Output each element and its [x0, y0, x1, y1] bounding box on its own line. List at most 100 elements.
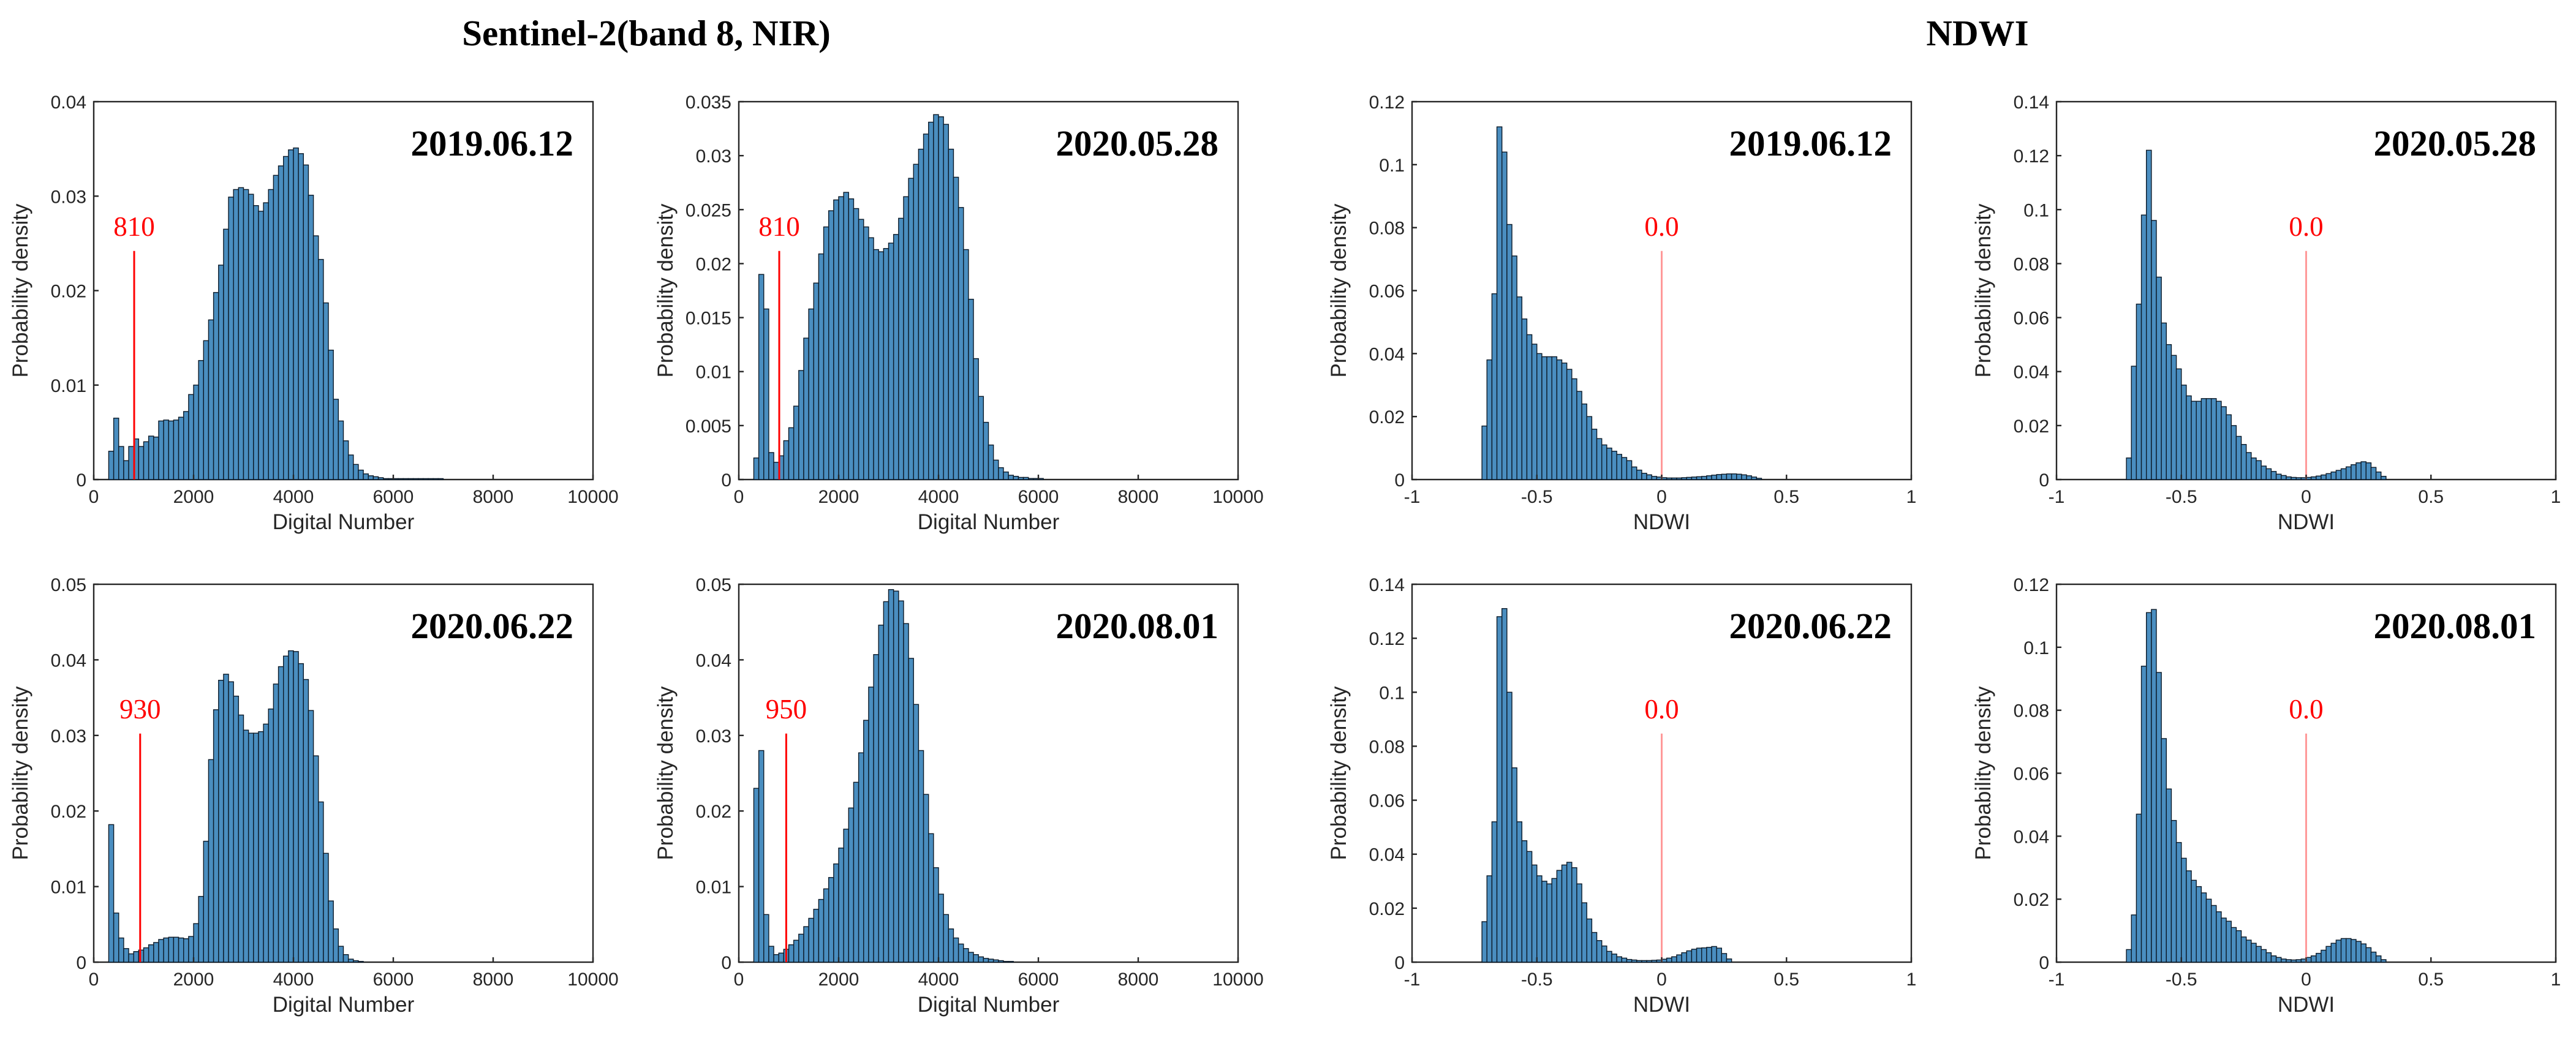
histogram-bar — [1501, 151, 1508, 480]
histogram-bar — [853, 781, 859, 963]
histogram-bar — [1616, 454, 1622, 480]
histogram-bar — [1596, 940, 1603, 963]
chart-panel-ndwi-2020-05-28: 0.0 2020.05.28 -1 -0.5 0 0.5 1 0 0.02 0.04 0.06 0.0… — [1971, 92, 2561, 534]
histogram-bar — [208, 759, 214, 963]
histogram-bar — [1631, 959, 1637, 963]
histogram-bar — [818, 253, 825, 480]
histogram-bar — [1666, 477, 1672, 480]
histogram-bar — [1511, 767, 1517, 963]
x-tick-label: 8000 — [473, 970, 514, 990]
histogram-bar — [888, 589, 894, 963]
histogram-bar — [318, 258, 324, 480]
histogram-bar — [118, 446, 124, 480]
y-tick-label: 0.12 — [2014, 575, 2049, 595]
y-tick-label: 0.1 — [2023, 638, 2049, 658]
x-tick-label: -0.5 — [2166, 970, 2197, 990]
histogram-bar — [402, 478, 409, 480]
histogram-bar — [2240, 936, 2247, 963]
y-tick-label: 0.05 — [51, 575, 86, 595]
histogram-bar — [1591, 932, 1598, 963]
histogram-bar — [1561, 363, 1568, 480]
histogram-bar — [943, 124, 950, 480]
histogram-bar — [2156, 276, 2162, 480]
histogram-bar — [1531, 344, 1538, 480]
histogram-bar — [293, 651, 299, 963]
y-tick-label: 0.06 — [1369, 282, 1405, 302]
histogram-bar — [2161, 738, 2167, 963]
histogram-bar — [1671, 956, 1677, 963]
histogram-bar — [1686, 476, 1693, 480]
histogram-bar — [1541, 356, 1547, 480]
y-tick-label: 0.06 — [2014, 309, 2049, 329]
y-tick-label: 0.005 — [686, 416, 731, 437]
x-tick-label: 4000 — [918, 487, 959, 507]
histogram-bar — [2235, 435, 2242, 480]
histogram-bar — [1646, 960, 1652, 963]
histogram-bar — [2351, 464, 2357, 480]
histogram-bar — [138, 446, 145, 480]
histogram-bar — [133, 951, 140, 963]
histogram-bar — [1541, 881, 1547, 963]
histogram-bar — [793, 405, 799, 480]
histogram-bar — [1621, 457, 1628, 480]
histogram-bar — [1731, 473, 1737, 480]
histogram-bar — [412, 478, 419, 480]
histogram-bar — [1641, 473, 1647, 480]
histogram-bar — [1586, 416, 1593, 480]
histogram-bar — [2156, 672, 2162, 963]
histogram-bar — [813, 908, 820, 963]
histogram-bar — [158, 420, 164, 480]
histogram-bar — [2245, 452, 2252, 480]
y-tick-label: 0.02 — [2014, 416, 2049, 437]
histogram-bar — [2216, 401, 2222, 480]
histogram-bar — [838, 196, 844, 480]
nir-section-title: Sentinel-2(band 8, NIR) — [462, 13, 831, 53]
histogram-bar — [118, 937, 124, 963]
y-tick-label: 0.1 — [1379, 156, 1405, 176]
x-tick-label: 1 — [1906, 487, 1917, 507]
histogram-bar — [2261, 465, 2267, 480]
histogram-bar — [968, 298, 974, 480]
histogram-bar — [178, 416, 184, 480]
chart-panel-ndwi-2019-06-12: 0.0 2019.06.12 -1 -0.5 0 0.5 1 0 0.02 0.04 0.06 0.0… — [1327, 92, 1916, 534]
histogram-bar — [2295, 959, 2302, 963]
y-tick-label: 0 — [2039, 470, 2049, 491]
y-axis-label: Probability density — [654, 203, 678, 378]
x-tick-label: 6000 — [1018, 970, 1059, 990]
histogram-bar — [848, 807, 855, 963]
histogram-bar — [428, 478, 434, 480]
histogram-bar — [1676, 954, 1682, 963]
histogram-bar — [333, 399, 339, 480]
histogram-bar — [173, 936, 179, 963]
x-tick-label: 1 — [1906, 970, 1917, 990]
y-tick-label: 0.03 — [696, 726, 731, 747]
histogram-bar — [2340, 938, 2347, 963]
histogram-bar — [1013, 476, 1019, 480]
histogram-bar — [823, 226, 829, 480]
y-tick-label: 0.01 — [696, 363, 731, 383]
histogram-bar — [2355, 462, 2362, 480]
histogram-bar — [1621, 957, 1628, 963]
histogram-bar — [893, 590, 899, 963]
histogram-bar — [883, 248, 890, 480]
histogram-bar — [1511, 255, 1517, 480]
histogram-bar — [883, 601, 890, 963]
histogram-bar — [803, 926, 809, 963]
histogram-bar — [188, 394, 194, 480]
histogram-bar — [898, 217, 904, 480]
histogram-bar — [2256, 460, 2262, 480]
histogram-bar — [372, 476, 379, 480]
histogram-bar — [2321, 474, 2327, 480]
histogram-bar — [763, 914, 769, 963]
x-tick-label: 8000 — [1118, 487, 1159, 507]
y-axis-label: Probability density — [9, 686, 32, 860]
histogram-bar — [828, 210, 834, 480]
histogram-bars — [2126, 609, 2387, 963]
histogram-bar — [253, 732, 259, 963]
histogram-bar — [342, 954, 349, 963]
histogram-bar — [1496, 126, 1503, 480]
histogram-bar — [2245, 939, 2252, 963]
histogram-bar — [958, 943, 964, 963]
x-axis-label: NDWI — [2278, 510, 2335, 534]
histogram-bar — [2316, 475, 2322, 480]
